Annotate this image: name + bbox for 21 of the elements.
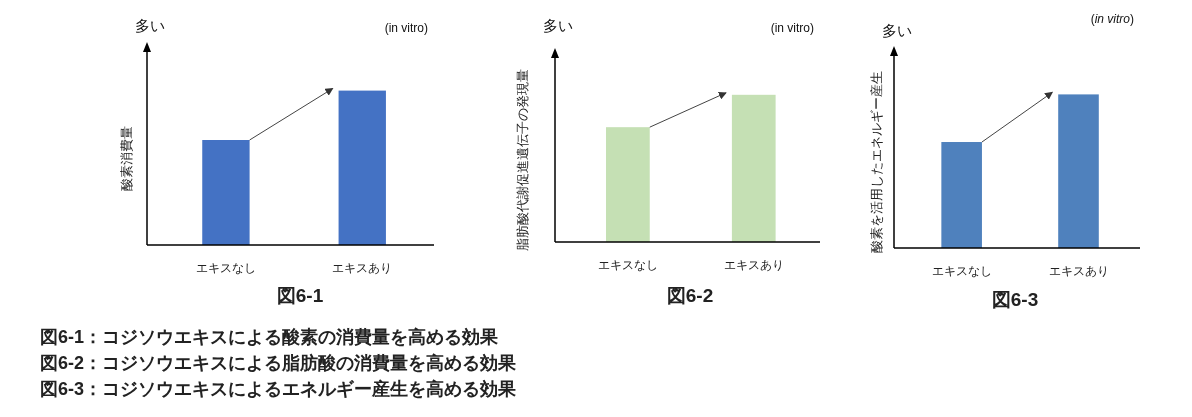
y-axis-title: 脂肪酸代謝促進遺伝子の発現量	[515, 69, 531, 251]
caption: 図6-3	[991, 289, 1039, 310]
x-tick-label: エキスあり	[332, 261, 393, 275]
caption: 図6-3：コジソウエキスによるエネルギー産生を高める効果	[40, 379, 518, 399]
text: 多い	[543, 17, 573, 34]
text: 多い	[882, 22, 912, 39]
text: 多い	[135, 17, 165, 34]
x-tick-label: エキスあり	[723, 258, 784, 272]
x-tick-label: エキスなし	[597, 258, 658, 272]
caption: 図6-1：コジソウエキスによる酸素の消費量を高める効果	[40, 327, 500, 347]
x-tick-label: エキスなし	[195, 261, 256, 275]
text: (in vitro)	[1090, 12, 1134, 26]
y-axis-title: 酸素を活用したエネルギー産生	[869, 71, 885, 253]
x-tick-label: エキスなし	[931, 264, 992, 278]
caption: 図6-1	[276, 285, 324, 306]
y-axis-title: 酸素消費量	[119, 126, 135, 191]
caption: 図6-2：コジソウエキスによる脂肪酸の消費量を高める効果	[40, 353, 518, 373]
text: (in vitro)	[384, 21, 428, 35]
text: (in vitro)	[770, 21, 814, 35]
caption: 図6-2	[666, 285, 714, 306]
x-tick-label: エキスあり	[1048, 264, 1109, 278]
